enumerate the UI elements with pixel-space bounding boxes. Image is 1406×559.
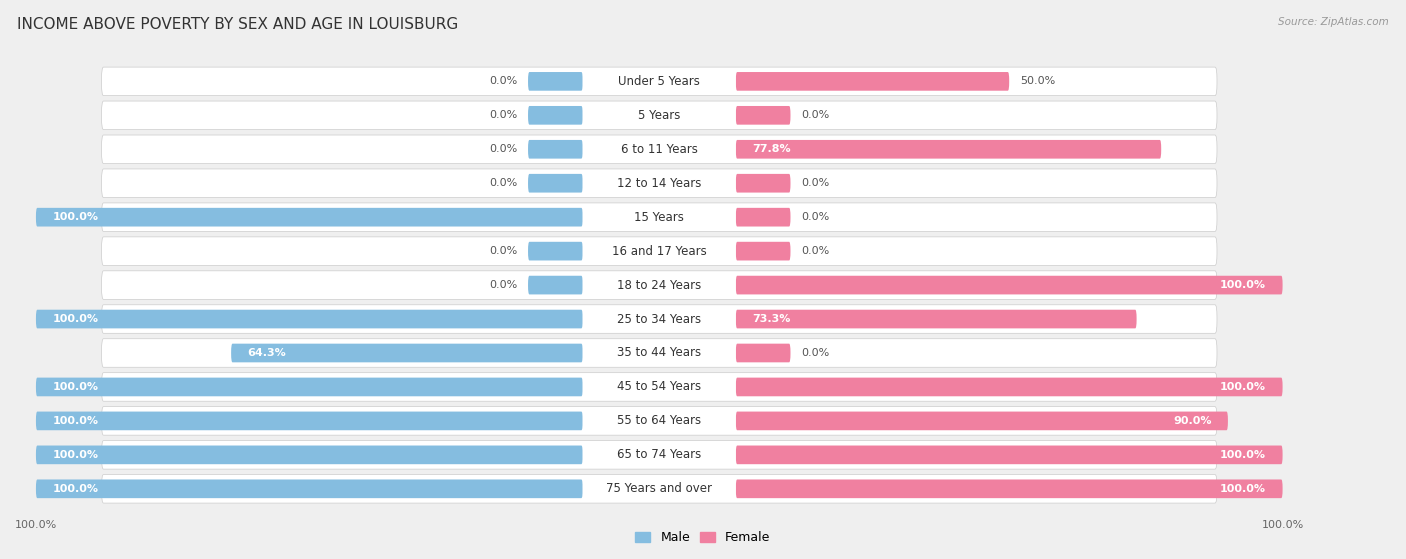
Text: 35 to 44 Years: 35 to 44 Years [617,347,702,359]
Text: 100.0%: 100.0% [52,484,98,494]
FancyBboxPatch shape [101,101,1218,130]
FancyBboxPatch shape [582,444,735,466]
Text: 0.0%: 0.0% [489,144,517,154]
Text: 90.0%: 90.0% [1173,416,1212,426]
FancyBboxPatch shape [735,72,1010,91]
FancyBboxPatch shape [582,172,735,195]
FancyBboxPatch shape [735,140,1161,159]
FancyBboxPatch shape [735,344,790,362]
FancyBboxPatch shape [582,240,735,262]
Text: 73.3%: 73.3% [752,314,790,324]
FancyBboxPatch shape [582,206,735,228]
FancyBboxPatch shape [37,411,582,430]
Text: 0.0%: 0.0% [489,246,517,256]
FancyBboxPatch shape [529,242,582,260]
Text: 65 to 74 Years: 65 to 74 Years [617,448,702,461]
Text: 0.0%: 0.0% [489,178,517,188]
FancyBboxPatch shape [735,106,790,125]
FancyBboxPatch shape [582,274,735,296]
Text: 100.0%: 100.0% [52,382,98,392]
FancyBboxPatch shape [231,344,582,362]
FancyBboxPatch shape [582,376,735,398]
FancyBboxPatch shape [735,174,790,192]
FancyBboxPatch shape [37,310,582,328]
Text: 100.0%: 100.0% [52,314,98,324]
Text: 6 to 11 Years: 6 to 11 Years [621,143,697,156]
FancyBboxPatch shape [529,174,582,192]
Text: 55 to 64 Years: 55 to 64 Years [617,414,702,428]
Text: 0.0%: 0.0% [489,110,517,120]
FancyBboxPatch shape [101,169,1218,197]
Text: 0.0%: 0.0% [801,348,830,358]
FancyBboxPatch shape [582,342,735,364]
Text: Source: ZipAtlas.com: Source: ZipAtlas.com [1278,17,1389,27]
Text: Under 5 Years: Under 5 Years [619,75,700,88]
Text: 0.0%: 0.0% [801,178,830,188]
FancyBboxPatch shape [529,106,582,125]
Text: 100.0%: 100.0% [1220,450,1267,460]
FancyBboxPatch shape [735,446,1282,464]
FancyBboxPatch shape [582,105,735,126]
FancyBboxPatch shape [582,410,735,432]
FancyBboxPatch shape [101,67,1218,96]
FancyBboxPatch shape [582,70,735,92]
Text: 64.3%: 64.3% [247,348,287,358]
Text: 0.0%: 0.0% [801,212,830,222]
FancyBboxPatch shape [37,446,582,464]
FancyBboxPatch shape [582,478,735,500]
Text: 0.0%: 0.0% [489,77,517,87]
FancyBboxPatch shape [101,406,1218,435]
FancyBboxPatch shape [735,242,790,260]
FancyBboxPatch shape [529,276,582,295]
Text: 0.0%: 0.0% [801,246,830,256]
Text: 18 to 24 Years: 18 to 24 Years [617,278,702,292]
FancyBboxPatch shape [735,480,1282,498]
FancyBboxPatch shape [101,271,1218,300]
FancyBboxPatch shape [101,135,1218,164]
Text: 12 to 14 Years: 12 to 14 Years [617,177,702,190]
FancyBboxPatch shape [735,411,1227,430]
Text: INCOME ABOVE POVERTY BY SEX AND AGE IN LOUISBURG: INCOME ABOVE POVERTY BY SEX AND AGE IN L… [17,17,458,32]
FancyBboxPatch shape [735,208,790,226]
FancyBboxPatch shape [735,378,1282,396]
Text: 100.0%: 100.0% [52,450,98,460]
FancyBboxPatch shape [37,378,582,396]
FancyBboxPatch shape [101,305,1218,333]
Text: 75 Years and over: 75 Years and over [606,482,713,495]
Text: 100.0%: 100.0% [52,212,98,222]
Text: 5 Years: 5 Years [638,109,681,122]
FancyBboxPatch shape [101,475,1218,503]
Text: 50.0%: 50.0% [1021,77,1056,87]
Text: 77.8%: 77.8% [752,144,790,154]
Text: 25 to 34 Years: 25 to 34 Years [617,312,702,325]
Text: 15 Years: 15 Years [634,211,685,224]
Text: 100.0%: 100.0% [1220,280,1267,290]
Text: 100.0%: 100.0% [1220,382,1267,392]
FancyBboxPatch shape [529,140,582,159]
FancyBboxPatch shape [101,203,1218,231]
Legend: Male, Female: Male, Female [630,526,776,549]
FancyBboxPatch shape [529,72,582,91]
Text: 16 and 17 Years: 16 and 17 Years [612,245,707,258]
Text: 45 to 54 Years: 45 to 54 Years [617,381,702,394]
FancyBboxPatch shape [37,208,582,226]
Text: 0.0%: 0.0% [489,280,517,290]
FancyBboxPatch shape [101,440,1218,469]
Text: 100.0%: 100.0% [1220,484,1267,494]
Text: 0.0%: 0.0% [801,110,830,120]
FancyBboxPatch shape [582,138,735,160]
FancyBboxPatch shape [101,237,1218,266]
FancyBboxPatch shape [582,308,735,330]
FancyBboxPatch shape [735,276,1282,295]
FancyBboxPatch shape [735,310,1136,328]
FancyBboxPatch shape [101,373,1218,401]
FancyBboxPatch shape [101,339,1218,367]
Text: 100.0%: 100.0% [52,416,98,426]
FancyBboxPatch shape [37,480,582,498]
